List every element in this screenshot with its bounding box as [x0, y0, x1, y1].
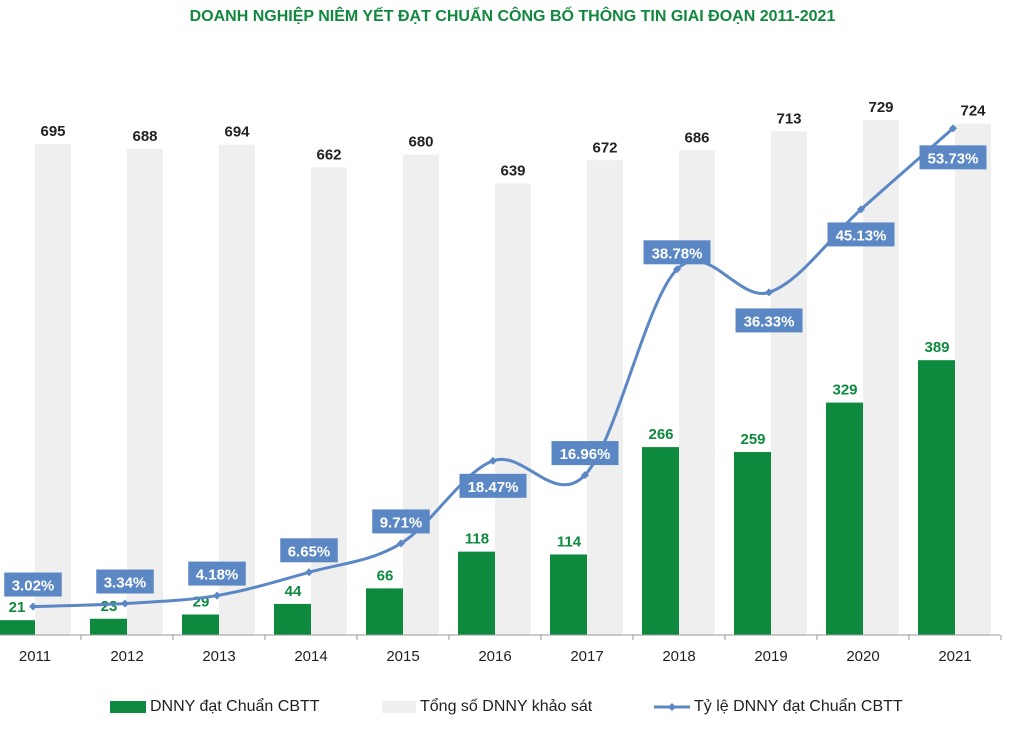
compliant-value-label: 266	[648, 426, 673, 443]
compliant-value-label: 389	[924, 339, 949, 356]
x-tick-label: 2011	[19, 648, 51, 665]
ratio-label-box	[459, 473, 527, 498]
total-bar	[587, 160, 623, 635]
total-bar	[955, 123, 991, 636]
ratio-point	[213, 591, 221, 600]
total-value-label: 672	[592, 139, 617, 156]
ratio-label: 6.65%	[288, 543, 331, 560]
legend-item-green: DNNY đạt Chuẩn CBTT	[110, 698, 320, 716]
ratio-label: 16.96%	[560, 446, 611, 463]
ratio-label: 3.02%	[12, 578, 55, 595]
compliant-value-label: 21	[9, 599, 26, 616]
chart-title: DOANH NGHIỆP NIÊM YẾT ĐẠT CHUẨN CÔNG BỐ …	[189, 8, 836, 25]
compliant-bar	[0, 620, 35, 635]
total-bar	[35, 144, 71, 635]
ratio-point	[29, 602, 37, 611]
x-tick-label: 2015	[386, 648, 419, 665]
ratio-label-box	[372, 509, 430, 534]
ratio-label-box	[735, 308, 803, 333]
x-tick-label: 2021	[938, 648, 971, 665]
total-bar	[863, 120, 899, 635]
total-value-label: 686	[684, 129, 709, 146]
total-bar	[495, 183, 531, 635]
legend-swatch-grey	[382, 701, 416, 713]
x-tick-label: 2020	[846, 648, 879, 665]
ratio-label-box	[280, 538, 338, 563]
x-tick-label: 2017	[570, 648, 603, 665]
ratio-point	[121, 599, 129, 608]
compliant-value-label: 23	[101, 598, 118, 615]
total-value-label: 694	[224, 124, 250, 141]
x-tick-label: 2018	[662, 648, 695, 665]
legend-label: Tỷ lệ DNNY đạt Chuẩn CBTT	[694, 698, 903, 715]
compliant-value-label: 329	[832, 382, 857, 399]
compliant-value-label: 259	[740, 431, 765, 448]
ratio-label: 36.33%	[744, 313, 795, 330]
legend-item-grey: Tổng số DNNY khảo sát	[382, 698, 592, 716]
ratio-point	[489, 456, 497, 465]
compliant-bar	[642, 447, 679, 635]
compliant-bar	[182, 614, 219, 635]
legend-label: Tổng số DNNY khảo sát	[420, 698, 593, 715]
ratio-label: 38.78%	[652, 245, 703, 262]
ratio-label-box	[827, 222, 895, 247]
total-bar	[679, 150, 715, 635]
total-value-label: 695	[40, 123, 65, 140]
total-value-label: 724	[960, 103, 986, 120]
ratio-label: 53.73%	[928, 150, 979, 167]
compliant-bar	[918, 360, 955, 635]
ratio-label: 18.47%	[468, 479, 519, 496]
ratio-label: 45.13%	[836, 227, 887, 244]
ratio-point	[765, 288, 773, 297]
ratio-point	[305, 568, 313, 577]
total-value-label: 713	[776, 110, 801, 127]
ratio-label: 3.34%	[104, 575, 147, 592]
x-tick-label: 2012	[110, 648, 143, 665]
ratio-point	[857, 205, 865, 214]
total-value-label: 729	[868, 99, 893, 116]
ratio-label-box	[551, 441, 619, 466]
ratio-point	[581, 471, 589, 480]
total-value-label: 688	[132, 128, 157, 145]
compliant-bar	[274, 603, 311, 635]
ratio-label-box	[188, 561, 246, 586]
ratio-label-box	[96, 569, 154, 594]
total-value-label: 639	[500, 163, 525, 180]
ratio-point	[673, 265, 681, 274]
legend-item-line: Tỷ lệ DNNY đạt Chuẩn CBTT	[654, 698, 903, 716]
ratio-line	[32, 127, 954, 609]
total-bar	[219, 144, 255, 635]
x-tick-label: 2016	[478, 648, 511, 665]
legend-label: DNNY đạt Chuẩn CBTT	[150, 698, 320, 715]
compliant-value-label: 44	[285, 583, 302, 600]
legend-swatch-green	[110, 701, 146, 713]
compliant-value-label: 66	[377, 567, 394, 584]
compliant-bar	[550, 554, 587, 635]
ratio-point	[397, 539, 405, 548]
total-value-label: 680	[408, 134, 433, 151]
x-tick-label: 2013	[202, 648, 235, 665]
total-bar	[127, 148, 163, 635]
compliant-bar	[458, 551, 495, 635]
compliant-bar	[90, 618, 127, 635]
ratio-label-box	[4, 572, 62, 597]
x-tick-label: 2014	[294, 648, 327, 665]
compliant-value-label: 114	[557, 533, 582, 550]
compliant-bar	[366, 588, 403, 635]
compliant-bar	[826, 402, 863, 635]
ratio-label: 4.18%	[196, 567, 239, 584]
legend-swatch-line	[654, 703, 690, 711]
ratio-label-box	[919, 145, 987, 170]
compliant-bar	[734, 452, 771, 635]
ratio-label: 9.71%	[380, 514, 423, 531]
compliant-value-label: 118	[465, 531, 489, 548]
total-bar	[403, 154, 439, 635]
ratio-label-box	[643, 240, 711, 265]
x-tick-label: 2019	[754, 648, 787, 665]
total-value-label: 662	[316, 146, 341, 163]
total-bar	[771, 131, 807, 635]
ratio-point	[949, 124, 957, 133]
